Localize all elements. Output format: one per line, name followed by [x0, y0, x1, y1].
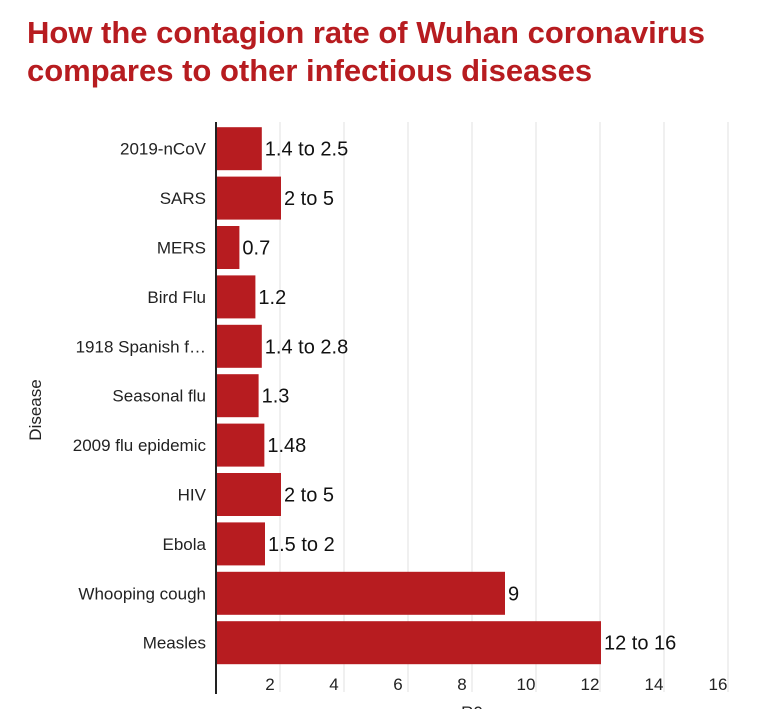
category-label: Whooping cough [78, 584, 206, 603]
x-tick-labels: 2 4 6 8 10 12 14 16 [265, 675, 727, 694]
data-label: 12 to 16 [604, 633, 676, 655]
bar [217, 522, 265, 566]
x-axis-title: R0 [461, 703, 483, 709]
data-label: 1.3 [262, 386, 290, 408]
y-axis-title: Disease [26, 379, 45, 440]
x-tick-label: 2 [265, 675, 274, 694]
category-label: SARS [160, 189, 206, 208]
category-label: Seasonal flu [112, 387, 206, 406]
x-tick-label: 4 [329, 675, 338, 694]
category-label: HIV [178, 486, 207, 505]
category-label: Bird Flu [147, 288, 206, 307]
data-label: 1.2 [258, 287, 286, 309]
chart-title-line-2: compares to other infectious diseases [27, 53, 593, 88]
chart-title: How the contagion rate of Wuhan coronavi… [27, 14, 747, 90]
x-tick-label: 12 [581, 675, 600, 694]
bar [217, 571, 505, 615]
data-label: 9 [508, 583, 519, 605]
bar [217, 473, 281, 516]
category-label: MERS [157, 239, 206, 258]
data-label: 2 to 5 [284, 485, 334, 507]
data-labels: 1.4 to 2.5 2 to 5 0.7 1.2 1.4 to 2.8 1.3 1.48 2… [242, 139, 676, 655]
bar [217, 226, 240, 269]
x-tick-label: 14 [645, 675, 664, 694]
data-label: 0.7 [242, 238, 270, 260]
bars [217, 127, 601, 665]
chart-title-line-1: How the contagion rate of Wuhan coronavi… [27, 15, 706, 50]
bar [217, 374, 259, 418]
category-label: Measles [143, 634, 206, 653]
category-label: 2009 flu epidemic [73, 436, 207, 455]
category-label: 1918 Spanish f… [76, 337, 206, 356]
data-label: 2 to 5 [284, 188, 334, 210]
category-label: Ebola [163, 535, 207, 554]
data-label: 1.48 [267, 435, 306, 457]
bar [217, 275, 256, 319]
bar [217, 423, 265, 467]
x-tick-label: 6 [393, 675, 402, 694]
data-label: 1.4 to 2.5 [265, 139, 348, 161]
bar [217, 324, 262, 368]
category-label: 2019-nCoV [120, 140, 207, 159]
x-tick-label: 16 [709, 675, 728, 694]
bar [217, 621, 601, 665]
category-labels: 2019-nCoV SARS MERS Bird Flu 1918 Spanish f…… [73, 140, 207, 653]
bar [217, 127, 262, 171]
data-label: 1.5 to 2 [268, 534, 335, 556]
x-tick-label: 8 [457, 675, 466, 694]
bar [217, 176, 281, 220]
data-label: 1.4 to 2.8 [265, 336, 348, 358]
x-tick-label: 10 [517, 675, 536, 694]
